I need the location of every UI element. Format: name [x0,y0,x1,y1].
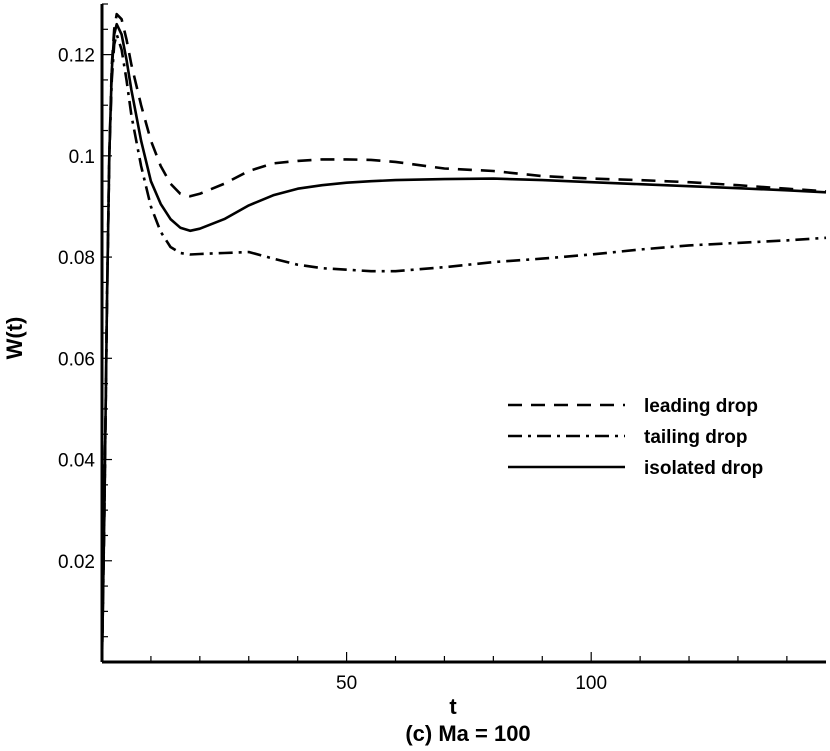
x-axis-title: t [449,694,457,719]
series-line-leading-drop [100,12,827,663]
ticks: 50 100 0.02 0.04 0.06 0.08 0.1 0.12 [58,3,788,694]
series-line-isolated-drop [100,22,827,663]
series-line-tailing-drop [100,33,827,663]
series-group [100,12,827,663]
y-tick-label: 0.02 [58,552,95,573]
y-tick-label: 0.06 [58,349,95,370]
y-tick-label: 0.04 [58,451,95,472]
figure-caption: (c) Ma = 100 [405,721,530,746]
y-axis-title: W(t) [2,317,27,360]
legend: leading drop tailing drop isolated drop [508,396,763,479]
y-tick-label: 0.08 [58,248,95,269]
legend-label: isolated drop [644,458,763,479]
x-tick-label: 50 [336,673,357,694]
x-tick-label: 100 [575,673,607,694]
y-tick-label: 0.1 [69,147,95,168]
y-tick-label: 0.12 [58,46,95,67]
axes [100,4,826,664]
legend-label: leading drop [644,396,758,417]
legend-label: tailing drop [644,427,747,448]
